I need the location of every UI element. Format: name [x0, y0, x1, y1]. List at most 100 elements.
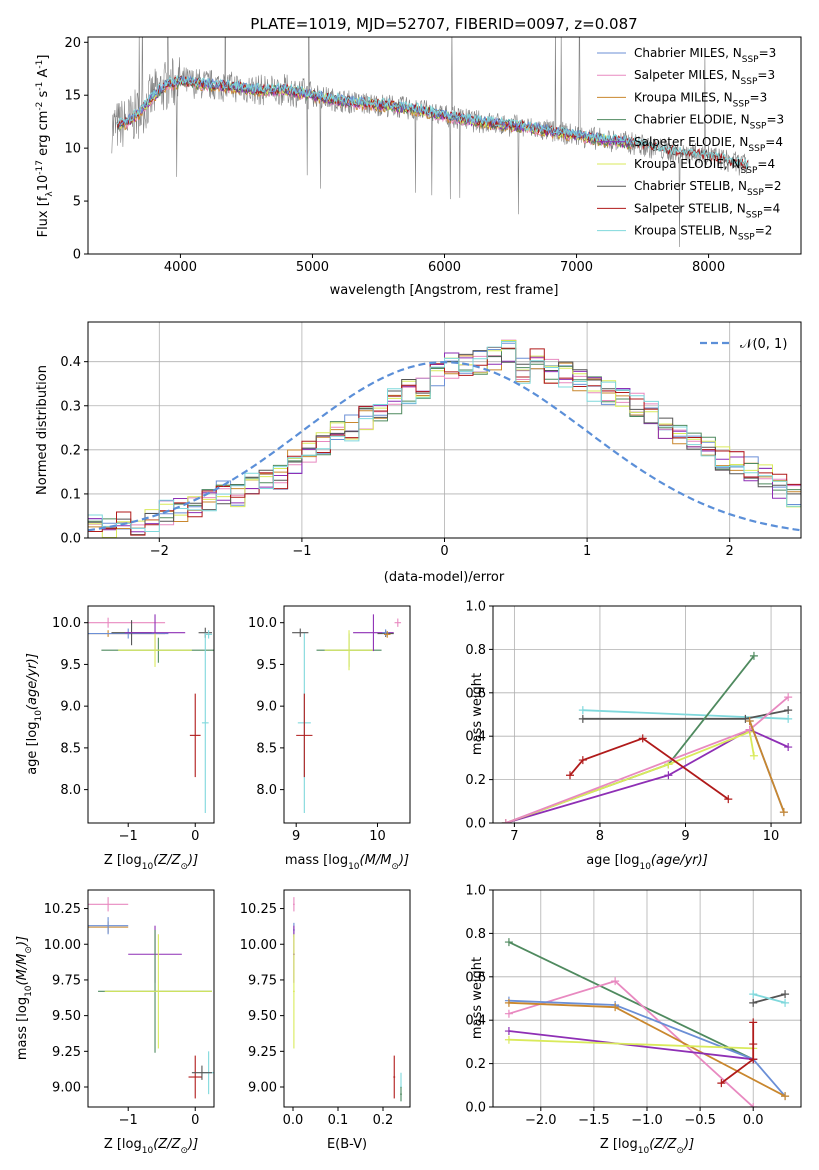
- mass-weight-point: [784, 706, 793, 715]
- label-part: mass [log: [15, 997, 30, 1060]
- label-part: -17: [35, 160, 45, 175]
- label-part: =2: [755, 224, 773, 238]
- x-axis-label: mass [log10(M/M⊙)]: [285, 853, 409, 872]
- y-tick-label: 9.0: [256, 700, 277, 715]
- y-tick-label: 0.2: [60, 443, 81, 458]
- mass-weight-point: [611, 1003, 620, 1012]
- label-part: 10: [638, 1146, 650, 1156]
- y-tick-label: 9.50: [248, 1009, 277, 1024]
- label-part: mass [log: [285, 853, 348, 868]
- y-tick-label: 0.2: [465, 1057, 486, 1072]
- label-part: Kroupa STELIB, N: [634, 224, 738, 238]
- label-part: =3: [766, 113, 784, 127]
- x-axis-label: Z [log10(Z/Z⊙)]: [600, 1137, 694, 1156]
- label-part: Z [log: [600, 1137, 638, 1152]
- y-axis-label: Flux [fλ10-17 erg cm-2 s-1 A-1]: [35, 55, 55, 238]
- label-part: SSP: [746, 210, 763, 220]
- plot-area: [293, 897, 402, 1102]
- legend-label: Kroupa MILES, NSSP=3: [634, 90, 767, 109]
- figure-title: PLATE=1019, MJD=52707, FIBERID=0097, z=0…: [250, 15, 637, 33]
- y-tick-label: 10.25: [44, 902, 81, 917]
- label-part: Chabrier ELODIE, N: [634, 113, 750, 127]
- x-axis-label: (data-model)/error: [384, 570, 505, 585]
- mass-weight-point: [784, 743, 793, 752]
- label-part: =4: [757, 157, 775, 171]
- mass-weight-point: [566, 771, 574, 780]
- mass-weight-point: [717, 1079, 726, 1088]
- hist-chabrier-miles: [88, 342, 801, 538]
- y-tick-label: 0.4: [60, 355, 81, 370]
- x-tick-label: −1: [119, 829, 138, 844]
- mass-weight-point: [749, 1018, 758, 1027]
- label-part: (age/yr)]: [651, 853, 708, 868]
- axes-frame: [492, 605, 802, 824]
- x-tick-label: 0: [191, 829, 199, 844]
- mass-weight-point: [745, 717, 754, 726]
- y-tick-label: 9.75: [52, 973, 81, 988]
- label-part: 10: [36, 175, 51, 192]
- label-part: A: [36, 69, 51, 82]
- x-tick-label: 10: [369, 829, 386, 844]
- label-part: )]: [187, 1137, 198, 1152]
- y-tick-label: 9.25: [248, 1045, 277, 1060]
- plot-area: [88, 339, 801, 538]
- label-part: SSP: [741, 77, 758, 87]
- x-tick-label: 0.0: [283, 1113, 304, 1128]
- label-part: =4: [765, 135, 783, 149]
- y-axis-label: mass [log10(M/M⊙)]: [15, 936, 34, 1060]
- label-part: (M/M: [360, 853, 392, 868]
- y-axis-label: mass weight: [470, 957, 485, 1039]
- mass-weight-line-chabrier-miles: [508, 999, 786, 1097]
- x-tick-label: 4000: [164, 260, 197, 275]
- x-axis-label: Z [log10(Z/Z⊙)]: [104, 1137, 198, 1156]
- mass-weight-point: [578, 714, 587, 723]
- label-part: )]: [398, 853, 409, 868]
- x-tick-label: 5000: [296, 260, 329, 275]
- label-part: 10: [24, 985, 34, 997]
- y-tick-label: 9.00: [52, 1081, 81, 1096]
- mass-weight-point: [504, 1009, 513, 1018]
- label-part: =3: [750, 90, 768, 104]
- hist-chabrier-elodie: [88, 348, 801, 538]
- y-tick-label: 8.0: [256, 783, 277, 798]
- label-part: Z [log: [104, 853, 142, 868]
- mass-weight-line-salpeter-elodie: [505, 728, 789, 823]
- label-part: ⊙: [676, 1146, 684, 1156]
- mass-weight-point: [781, 998, 790, 1007]
- legend-label: Chabrier MILES, NSSP=3: [634, 46, 776, 65]
- legend-label: Salpeter ELODIE, NSSP=4: [634, 135, 783, 154]
- mass-weight-point: [749, 998, 758, 1007]
- y-tick-label: 0.6: [465, 686, 486, 701]
- normal-curve: [88, 360, 801, 532]
- y-tick-label: 0.0: [60, 532, 81, 547]
- y-tick-label: 15: [64, 89, 81, 104]
- mass-weight-line-chabrier-elodie: [505, 655, 755, 823]
- x-tick-label: −2: [150, 544, 169, 559]
- mass-weight-point: [784, 714, 793, 723]
- hist-salpeter-miles: [88, 339, 801, 538]
- axes-frame: [87, 605, 215, 824]
- mass-weight-line-kroupa-stelib: [752, 993, 786, 1004]
- label-part: SSP: [733, 99, 750, 109]
- x-tick-label: 0.2: [373, 1113, 394, 1128]
- label-part: s: [36, 90, 51, 101]
- label-part: age [log: [586, 853, 639, 868]
- mass-weight-point: [749, 1103, 758, 1107]
- hist-kroupa-stelib: [88, 341, 801, 538]
- age-vs-z-axes: −1 08.08.59.09.510.0Z [log10(Z/Z⊙)]age [l…: [25, 605, 215, 872]
- y-axis-label: age [log10(age/yr)]: [25, 653, 44, 775]
- x-tick-label: 0: [191, 1113, 199, 1128]
- label-part: Chabrier MILES, N: [634, 46, 742, 60]
- label-part: =4: [763, 201, 781, 215]
- y-tick-label: 9.00: [248, 1081, 277, 1096]
- y-tick-label: 8.5: [60, 741, 81, 756]
- y-tick-label: 0.1: [60, 487, 81, 502]
- mass-weight-point: [504, 1035, 513, 1044]
- legend-label: Salpeter MILES, NSSP=3: [634, 68, 775, 87]
- y-tick-label: 9.50: [52, 1009, 81, 1024]
- mass-vs-ebv-axes: 0.0 0.1 0.2 9.00 9.25 9.50 9.75 10.00 10.25 E(B-V…: [240, 889, 411, 1152]
- mass-weight-point: [779, 808, 788, 817]
- y-tick-label: 0.8: [465, 643, 486, 658]
